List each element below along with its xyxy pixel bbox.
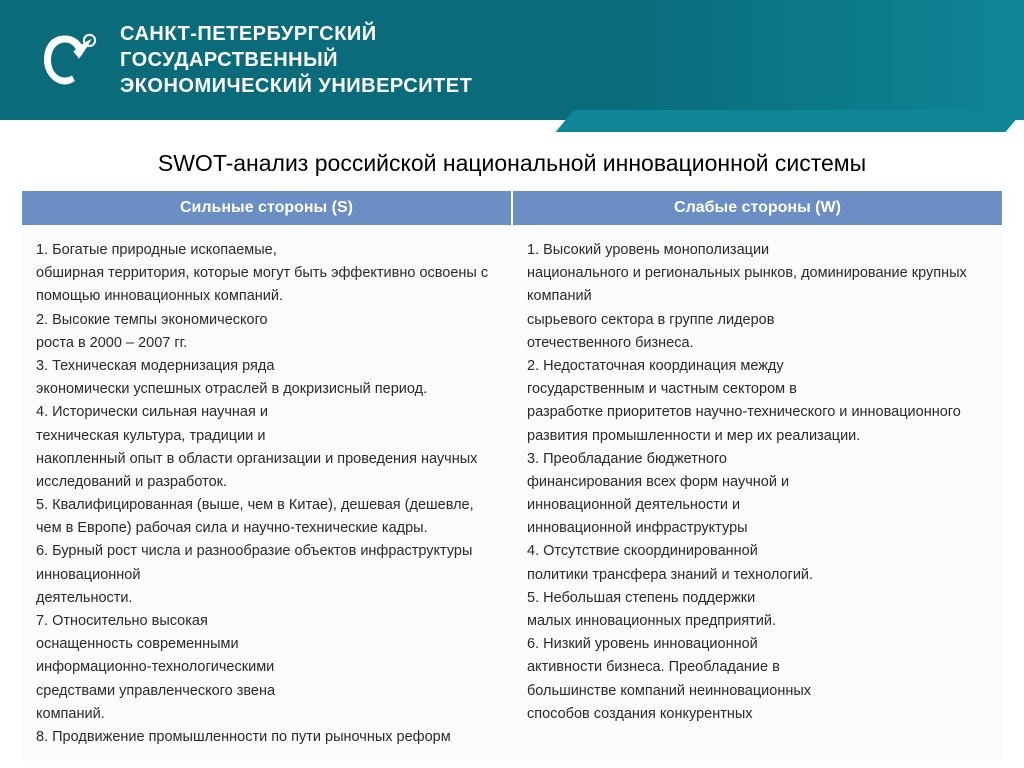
university-logo-icon: [30, 25, 100, 95]
uni-name-line1: САНКТ-ПЕТЕРБУРГСКИЙ: [120, 21, 472, 47]
slide-title: SWOT-анализ российской национальной инно…: [20, 150, 1004, 177]
cell-strengths: 1. Богатые природные ископаемые, обширна…: [21, 226, 512, 762]
university-header: САНКТ-ПЕТЕРБУРГСКИЙ ГОСУДАРСТВЕННЫЙ ЭКОН…: [0, 0, 1024, 120]
slide-content: SWOT-анализ российской национальной инно…: [0, 120, 1024, 763]
university-name: САНКТ-ПЕТЕРБУРГСКИЙ ГОСУДАРСТВЕННЫЙ ЭКОН…: [120, 21, 472, 99]
uni-name-line2: ГОСУДАРСТВЕННЫЙ: [120, 47, 472, 73]
column-header-strengths: Сильные стороны (S): [21, 190, 512, 226]
table-row: 1. Богатые природные ископаемые, обширна…: [21, 226, 1003, 762]
uni-name-line3: ЭКОНОМИЧЕСКИЙ УНИВЕРСИТЕТ: [120, 73, 472, 99]
column-header-weaknesses: Слабые стороны (W): [512, 190, 1003, 226]
swot-table: Сильные стороны (S) Слабые стороны (W) 1…: [20, 189, 1004, 763]
cell-weaknesses: 1. Высокий уровень монополизации национа…: [512, 226, 1003, 762]
